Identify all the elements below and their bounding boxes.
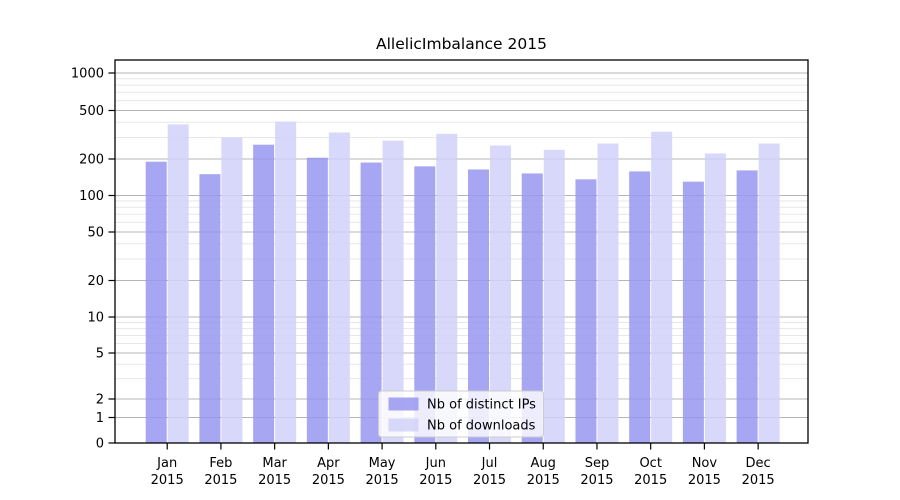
legend-swatch-distinct-ips bbox=[388, 397, 419, 411]
x-tick-label-month-jan: Jan bbox=[156, 456, 177, 471]
legend-box bbox=[378, 390, 544, 438]
y-tick-label-50: 50 bbox=[87, 226, 104, 241]
bar-downloads-apr bbox=[328, 132, 350, 443]
y-tick-label-5: 5 bbox=[96, 347, 104, 362]
plot-border bbox=[114, 59, 809, 444]
x-tick-label-month-mar: Mar bbox=[262, 456, 287, 471]
bar-downloads-jul bbox=[490, 145, 512, 443]
bar-downloads-mar bbox=[275, 121, 297, 444]
x-tick-label-month-apr: Apr bbox=[317, 456, 340, 471]
x-tick-label-month-jun: Jun bbox=[425, 456, 446, 471]
bar-distinct-ips-jan bbox=[145, 161, 167, 443]
x-tick-label-year-feb: 2015 bbox=[204, 473, 237, 488]
legend-label-distinct-ips: Nb of distinct IPs bbox=[427, 398, 536, 413]
y-tick-label-2: 2 bbox=[96, 393, 104, 408]
y-tick-label-200: 200 bbox=[79, 153, 104, 168]
bar-distinct-ips-oct bbox=[629, 171, 651, 443]
chart-title: AllelicImbalance 2015 bbox=[376, 35, 547, 53]
x-tick-label-month-sep: Sep bbox=[585, 456, 610, 471]
x-tick-label-year-aug: 2015 bbox=[527, 473, 560, 488]
bar-downloads-jan bbox=[167, 124, 189, 444]
bar-distinct-ips-dec bbox=[736, 170, 758, 443]
bar-downloads-jun bbox=[436, 133, 458, 443]
y-tick-label-100: 100 bbox=[79, 189, 104, 204]
x-tick-label-year-dec: 2015 bbox=[742, 473, 775, 488]
bar-distinct-ips-jul bbox=[468, 169, 490, 443]
bar-downloads-sep bbox=[597, 143, 619, 443]
y-tick-label-10: 10 bbox=[87, 311, 104, 326]
y-tick-label-500: 500 bbox=[79, 104, 104, 119]
legend-label-downloads: Nb of downloads bbox=[427, 419, 536, 434]
x-tick-label-year-jul: 2015 bbox=[473, 473, 506, 488]
legend-swatch-downloads bbox=[388, 418, 419, 432]
bar-distinct-ips-may bbox=[360, 162, 382, 443]
bar-downloads-may bbox=[382, 140, 404, 443]
x-tick-label-month-oct: Oct bbox=[639, 456, 661, 471]
x-tick-label-year-oct: 2015 bbox=[634, 473, 667, 488]
bar-distinct-ips-mar bbox=[253, 144, 275, 443]
bar-downloads-dec bbox=[758, 143, 780, 443]
bar-distinct-ips-feb bbox=[199, 174, 221, 443]
bar-distinct-ips-jun bbox=[414, 166, 436, 443]
y-tick-label-1000: 1000 bbox=[71, 67, 104, 82]
bar-distinct-ips-sep bbox=[575, 179, 597, 443]
x-tick-label-month-may: May bbox=[369, 456, 396, 471]
bar-distinct-ips-aug bbox=[521, 173, 543, 443]
bar-downloads-nov bbox=[704, 153, 726, 443]
x-tick-label-year-apr: 2015 bbox=[312, 473, 345, 488]
bar-distinct-ips-nov bbox=[682, 181, 704, 443]
bar-downloads-feb bbox=[221, 137, 243, 444]
x-tick-label-year-sep: 2015 bbox=[580, 473, 613, 488]
x-tick-label-year-jan: 2015 bbox=[151, 473, 184, 488]
x-tick-label-year-may: 2015 bbox=[366, 473, 399, 488]
x-tick-label-month-dec: Dec bbox=[746, 456, 771, 471]
x-tick-label-month-nov: Nov bbox=[692, 456, 718, 471]
y-tick-label-20: 20 bbox=[87, 274, 104, 289]
x-tick-label-month-aug: Aug bbox=[531, 456, 556, 471]
y-tick-label-1: 1 bbox=[96, 411, 104, 426]
bar-distinct-ips-apr bbox=[306, 157, 328, 443]
legend: Nb of distinct IPs Nb of downloads bbox=[378, 390, 544, 438]
x-tick-label-month-feb: Feb bbox=[209, 456, 232, 471]
x-tick-label-year-jun: 2015 bbox=[419, 473, 452, 488]
x-tick-label-month-jul: Jul bbox=[481, 456, 498, 471]
y-tick-label-0: 0 bbox=[96, 437, 104, 452]
bar-downloads-aug bbox=[543, 149, 565, 443]
x-tick-label-year-mar: 2015 bbox=[258, 473, 291, 488]
x-tick-label-year-nov: 2015 bbox=[688, 473, 721, 488]
bar-downloads-oct bbox=[651, 131, 673, 443]
